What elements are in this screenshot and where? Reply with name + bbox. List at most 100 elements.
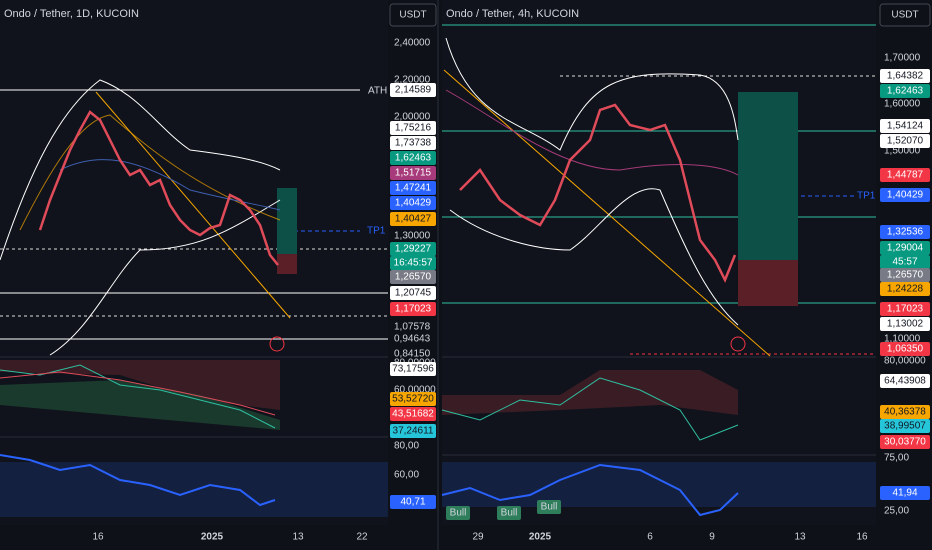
plot-area [0, 0, 388, 525]
price-tag [390, 495, 436, 509]
lower-band [49, 199, 281, 356]
price-tag [880, 268, 930, 282]
price-tag-label: 1,40429 [395, 198, 432, 209]
ma [59, 159, 281, 211]
price-tag-label: 1,44787 [887, 170, 924, 181]
price-tag [880, 134, 930, 148]
price-tag [390, 181, 436, 195]
price-tag-label: 40,36378 [884, 407, 926, 418]
axis-label: 1,30000 [394, 231, 431, 242]
price-tag [390, 83, 436, 97]
axis-label: 1,07578 [394, 322, 431, 333]
osc-line [0, 454, 276, 507]
price-path [38, 110, 279, 266]
axis-label: 0,94643 [394, 334, 431, 345]
price-tag-label: 1,13002 [887, 319, 924, 330]
target-zone [738, 92, 798, 260]
price-tag-label: 1,40427 [395, 214, 432, 225]
price-tag-label: 1,26570 [887, 270, 924, 281]
axis-label: 1,70000 [884, 53, 921, 64]
price-tag [390, 151, 436, 165]
price-tag-label: 38,99507 [884, 421, 926, 432]
axis-label: 2,20000 [394, 75, 431, 86]
price-tag [390, 166, 436, 180]
axis-label: 1,10000 [884, 334, 921, 345]
stop-zone [277, 254, 297, 274]
upper-band [445, 37, 739, 151]
tp-label: TP1 [367, 226, 386, 237]
axis-label: 2,00000 [394, 112, 431, 123]
currency: USDT [399, 10, 426, 21]
time-label: 29 [472, 532, 484, 543]
currency: USDT [891, 10, 918, 21]
price-tag [880, 225, 930, 239]
ema [19, 114, 281, 231]
price-tag [390, 256, 436, 270]
price-tag-label: 1,64382 [887, 71, 924, 82]
price-tag-label: 1,26570 [395, 272, 432, 283]
price-tag-label: 1,62463 [887, 86, 924, 97]
right-chart [441, 0, 876, 525]
price-tag [880, 168, 930, 182]
price-tag-label: 1,75216 [395, 123, 432, 134]
price-tag [390, 392, 436, 406]
price-tag-label: 1,47241 [395, 183, 432, 194]
price-tag [880, 255, 930, 269]
price-tag [390, 424, 436, 438]
price-tag-label: 1,52070 [887, 136, 924, 147]
price-tag [880, 435, 930, 449]
chart-title: Ondo / Tether, 4h, KUCOIN [446, 8, 579, 20]
rsi-fill [0, 360, 280, 410]
rsi-fill [0, 380, 280, 430]
axis-label: 60,00000 [394, 385, 436, 396]
price-tag-label: 1,40429 [887, 190, 924, 201]
trend-line [443, 69, 771, 357]
price-tag-label: 1,17023 [887, 304, 924, 315]
time-label: 2025 [201, 532, 224, 543]
price-tag-label: 1,51715 [395, 168, 432, 179]
price-tag-label: 1,20745 [395, 288, 432, 299]
price-tag-label: 1,29004 [887, 243, 924, 254]
price-tag [880, 486, 930, 500]
price-tag [880, 188, 930, 202]
bull-badge [446, 506, 470, 520]
price-tag-label: 1,29227 [395, 244, 432, 255]
time-label: 6 [647, 532, 653, 543]
price-tag-label: 43,51682 [392, 409, 434, 420]
price-tag [880, 69, 930, 83]
price-tag [880, 317, 930, 331]
alert-icon [730, 336, 746, 352]
price-tag-label: 1,73738 [395, 138, 432, 149]
price-tag [880, 84, 930, 98]
stop-zone [738, 260, 798, 306]
price-tag-label: 1,32536 [887, 227, 924, 238]
time-label: 2025 [529, 532, 552, 543]
price-tag-label: 40,71 [400, 497, 425, 508]
time-label: 16 [92, 532, 104, 543]
upper-band [0, 79, 281, 261]
time-label: 22 [356, 532, 368, 543]
price-tag-label: 73,17596 [392, 364, 434, 375]
ma-slow [445, 89, 739, 176]
price-tag [880, 302, 930, 316]
bull-badge [497, 506, 521, 520]
price-tag [390, 407, 436, 421]
price-tag-label: 30,03770 [884, 437, 926, 448]
osc-line [441, 463, 739, 517]
rsi-fill [442, 370, 738, 415]
price-tag [880, 419, 930, 433]
time-label: 9 [709, 532, 715, 543]
axis-label: 80,00000 [884, 356, 926, 367]
axis-label: 0,84150 [394, 349, 431, 360]
plot-area [442, 0, 876, 525]
osc-zone [442, 462, 876, 507]
price-tag [390, 196, 436, 210]
price-tag [390, 212, 436, 226]
price-tag-label: 37,24611 [393, 426, 434, 437]
price-tag-label: 1,62463 [395, 153, 432, 164]
currency-box [879, 3, 931, 27]
axis-label: 75,00 [884, 453, 909, 464]
rsi-line [441, 377, 739, 441]
price-tag [390, 286, 436, 300]
target-zone [277, 188, 297, 254]
